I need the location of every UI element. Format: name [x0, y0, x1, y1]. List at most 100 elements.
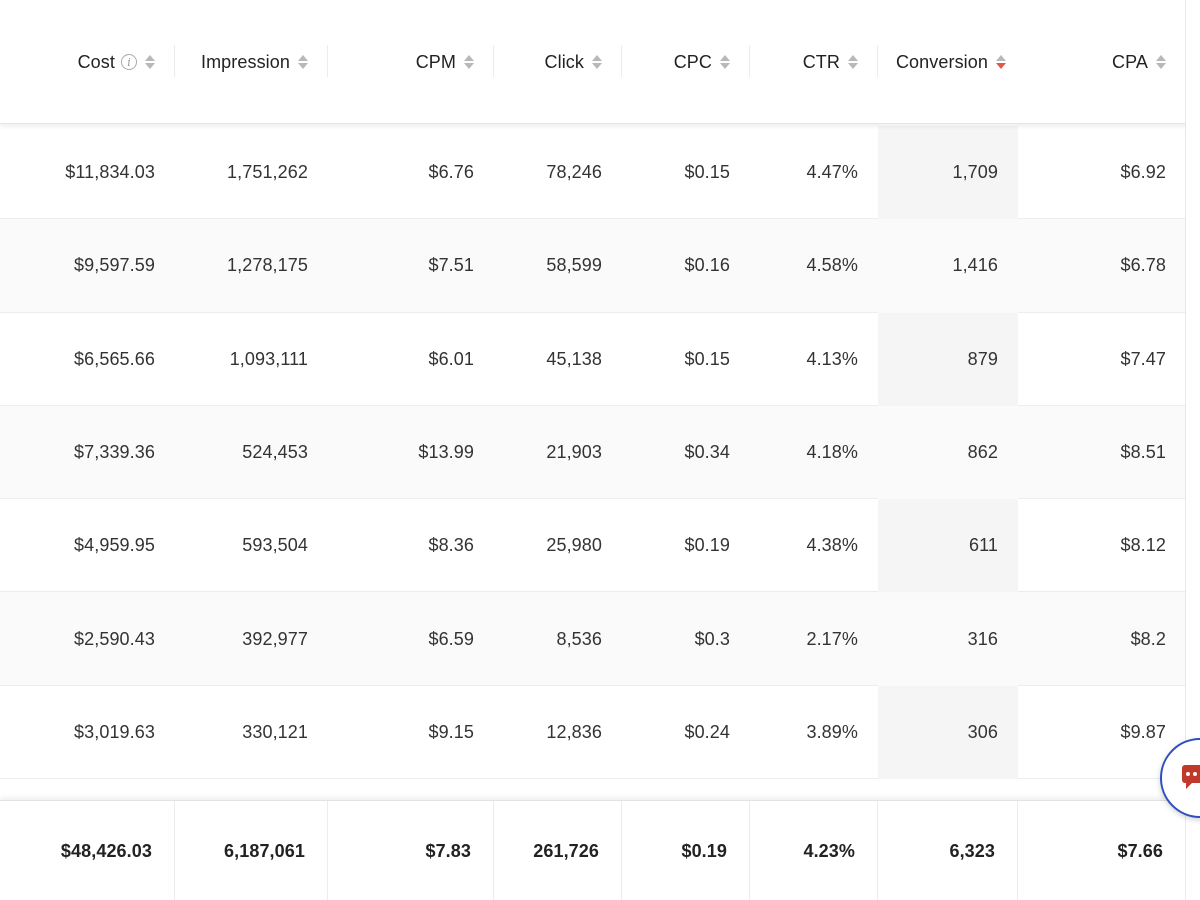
cell-click: 25,980: [546, 535, 602, 556]
table-header: Cost i Impression CPM Click: [0, 0, 1200, 124]
cell-ctr: 3.89%: [806, 721, 858, 742]
cell-cpm: $6.01: [428, 348, 474, 369]
cell-cost: $7,339.36: [74, 442, 155, 463]
cell-cpa: $9.87: [1120, 721, 1166, 742]
cell-impression: 593,504: [242, 535, 308, 556]
column-header-cpc[interactable]: CPC: [622, 0, 750, 124]
total-impression: 6,187,061: [175, 801, 328, 900]
total-cpc: $0.19: [622, 801, 750, 900]
cell-ctr: 4.47%: [806, 162, 858, 183]
table-row[interactable]: $9,597.59 1,278,175 $7.51 58,599 $0.16 4…: [0, 219, 1200, 313]
total-cpm: $7.83: [328, 801, 494, 900]
table-totals-row: $48,426.03 6,187,061 $7.83 261,726 $0.19…: [0, 800, 1200, 900]
cell-conversion: 306: [878, 685, 1018, 780]
column-header-cpm[interactable]: CPM: [328, 0, 494, 124]
sort-icon[interactable]: [298, 55, 308, 69]
cell-cost: $2,590.43: [74, 628, 155, 649]
table-row[interactable]: $11,834.03 1,751,262 $6.76 78,246 $0.15 …: [0, 126, 1200, 220]
cell-cpa: $8.12: [1120, 535, 1166, 556]
column-header-ctr[interactable]: CTR: [750, 0, 878, 124]
cell-click: 21,903: [546, 442, 602, 463]
total-click: 261,726: [494, 801, 622, 900]
column-header-conversion[interactable]: Conversion: [878, 0, 1018, 124]
cell-click: 58,599: [546, 255, 602, 276]
column-header-label: Impression: [200, 51, 290, 72]
column-divider: [749, 45, 750, 77]
cell-click: 12,836: [546, 721, 602, 742]
total-cost: $48,426.03: [0, 801, 175, 900]
vertical-scrollbar[interactable]: [1185, 0, 1200, 800]
table-row[interactable]: $3,019.63 330,121 $9.15 12,836 $0.24 3.8…: [0, 685, 1200, 780]
table-row[interactable]: $2,590.43 392,977 $6.59 8,536 $0.3 2.17%…: [0, 592, 1200, 686]
cell-cpc: $0.24: [684, 721, 730, 742]
cell-impression: 524,453: [242, 442, 308, 463]
cell-cpa: $7.47: [1120, 348, 1166, 369]
sort-icon[interactable]: [1156, 55, 1166, 69]
cell-conversion: 1,416: [878, 219, 1018, 313]
column-header-cost[interactable]: Cost i: [0, 0, 175, 124]
cell-cpm: $13.99: [418, 442, 474, 463]
cell-cost: $11,834.03: [65, 162, 155, 183]
cell-ctr: 4.38%: [806, 535, 858, 556]
total-conversion: 6,323: [878, 801, 1018, 900]
cell-cpc: $0.15: [684, 348, 730, 369]
cell-cost: $6,565.66: [74, 348, 155, 369]
cell-conversion: 862: [878, 405, 1018, 500]
sort-icon[interactable]: [592, 55, 602, 69]
cell-cost: $9,597.59: [74, 255, 155, 276]
column-divider: [493, 45, 494, 77]
info-icon[interactable]: i: [121, 54, 137, 70]
cell-impression: 330,121: [242, 721, 308, 742]
cell-cpa: $8.51: [1120, 442, 1166, 463]
column-header-click[interactable]: Click: [494, 0, 622, 124]
column-header-label: CTR: [802, 51, 840, 72]
table-body: $11,834.03 1,751,262 $6.76 78,246 $0.15 …: [0, 126, 1200, 780]
column-divider: [621, 45, 622, 77]
cell-impression: 1,751,262: [227, 162, 308, 183]
cell-ctr: 2.17%: [806, 628, 858, 649]
column-header-label: Conversion: [895, 51, 988, 72]
cell-click: 8,536: [556, 628, 602, 649]
cell-cost: $3,019.63: [74, 721, 155, 742]
cell-conversion: 316: [878, 592, 1018, 686]
sort-icon[interactable]: [996, 55, 1006, 69]
cell-cpa: $8.2: [1130, 628, 1166, 649]
cell-cpm: $9.15: [428, 721, 474, 742]
cell-cpa: $6.78: [1120, 255, 1166, 276]
cell-cpm: $7.51: [428, 255, 474, 276]
table-row[interactable]: $7,339.36 524,453 $13.99 21,903 $0.34 4.…: [0, 405, 1200, 500]
cell-impression: 1,093,111: [229, 348, 308, 369]
column-header-label: CPC: [673, 51, 712, 72]
cell-cpc: $0.3: [694, 628, 730, 649]
cell-conversion: 1,709: [878, 126, 1018, 220]
column-header-label: Click: [544, 51, 584, 72]
cell-click: 78,246: [546, 162, 602, 183]
table-row[interactable]: $4,959.95 593,504 $8.36 25,980 $0.19 4.3…: [0, 499, 1200, 593]
cell-cpc: $0.16: [684, 255, 730, 276]
column-header-label: CPM: [415, 51, 456, 72]
cell-cpm: $8.36: [428, 535, 474, 556]
cell-conversion: 879: [878, 312, 1018, 406]
column-header-label: Cost: [77, 51, 115, 72]
cell-cpm: $6.76: [428, 162, 474, 183]
cell-ctr: 4.13%: [806, 348, 858, 369]
sort-icon[interactable]: [464, 55, 474, 69]
sort-icon[interactable]: [720, 55, 730, 69]
cell-impression: 1,278,175: [227, 255, 308, 276]
sort-icon[interactable]: [145, 55, 155, 69]
column-header-impression[interactable]: Impression: [175, 0, 328, 124]
cell-cpa: $6.92: [1120, 162, 1166, 183]
cell-cost: $4,959.95: [74, 535, 155, 556]
cell-cpc: $0.15: [684, 162, 730, 183]
cell-cpm: $6.59: [428, 628, 474, 649]
column-header-label: CPA: [1112, 51, 1148, 72]
cell-conversion: 611: [878, 499, 1018, 593]
cell-click: 45,138: [546, 348, 602, 369]
table-row[interactable]: $6,565.66 1,093,111 $6.01 45,138 $0.15 4…: [0, 312, 1200, 406]
sort-icon[interactable]: [848, 55, 858, 69]
column-header-cpa[interactable]: CPA: [1018, 0, 1186, 124]
cell-impression: 392,977: [242, 628, 308, 649]
cell-cpc: $0.34: [684, 442, 730, 463]
total-cpa: $7.66: [1018, 801, 1186, 900]
